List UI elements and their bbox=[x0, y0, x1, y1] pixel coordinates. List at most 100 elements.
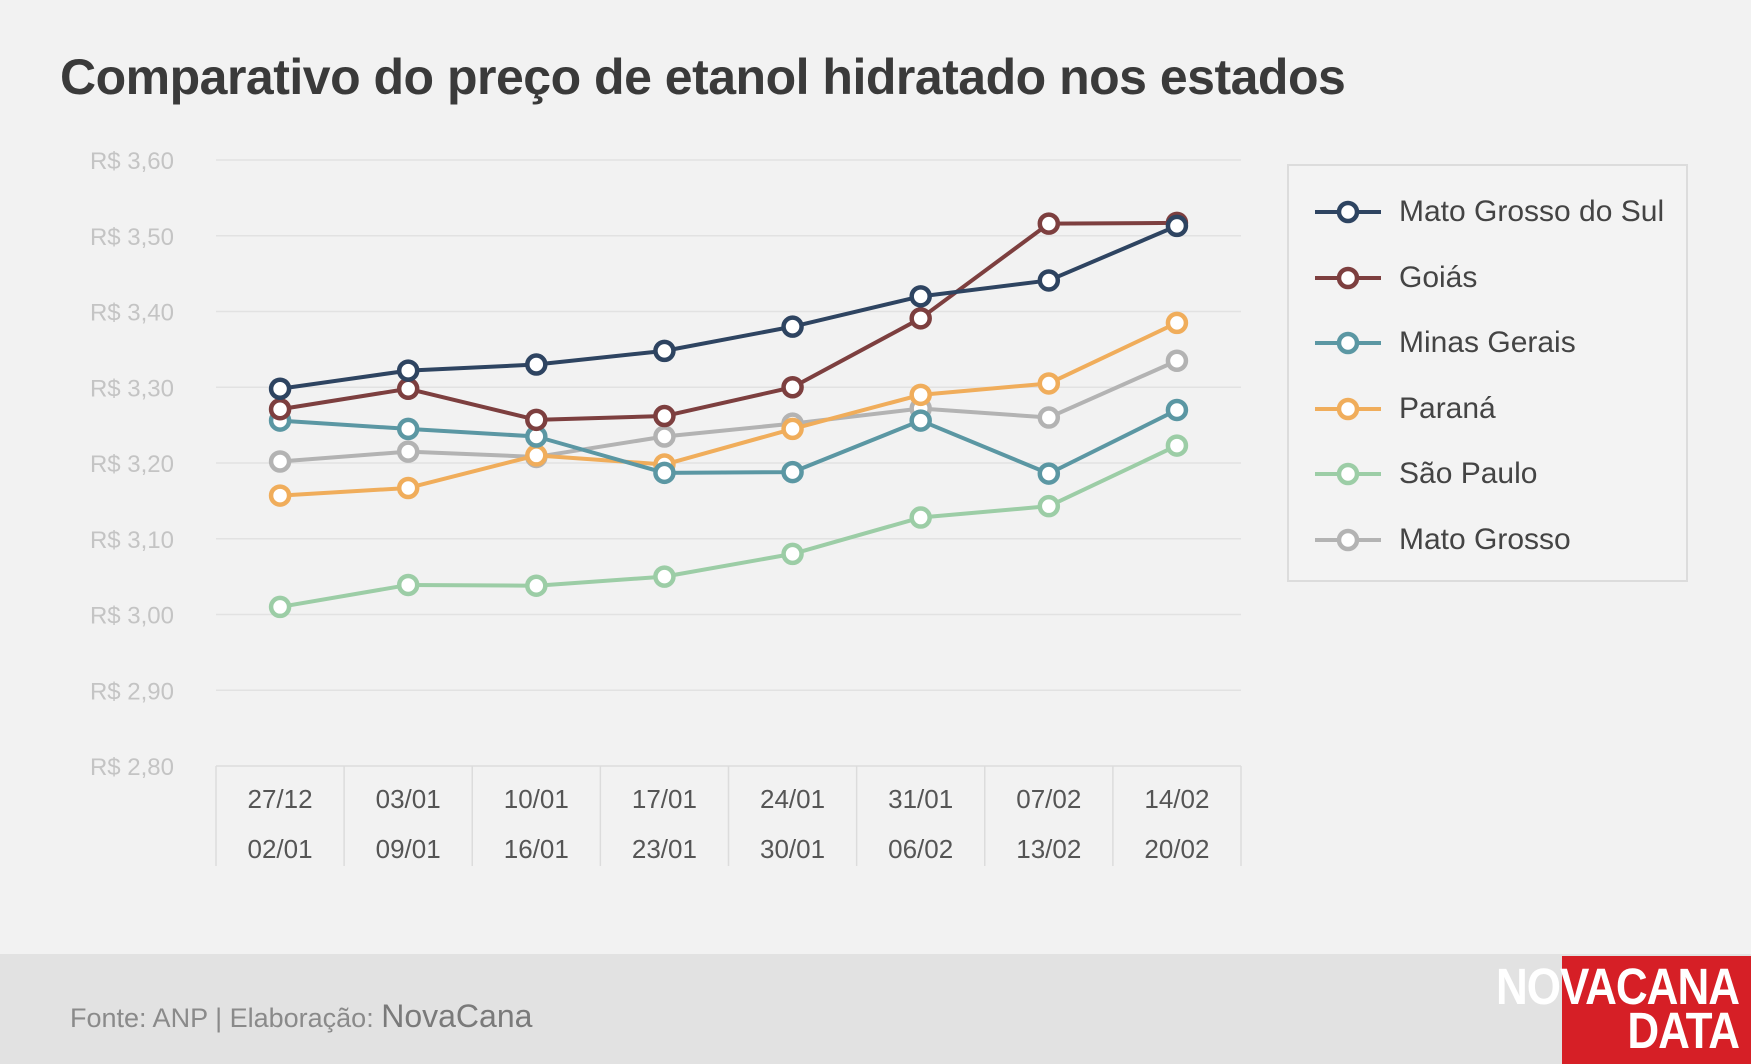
series-line bbox=[279, 321, 1178, 498]
legend-swatch bbox=[1315, 331, 1381, 355]
y-tick-label: R$ 3,30 bbox=[90, 375, 174, 402]
data-point bbox=[1037, 269, 1061, 292]
x-tick-label: 07/02 bbox=[1016, 784, 1081, 814]
series-line bbox=[279, 443, 1178, 609]
legend-swatch bbox=[1315, 462, 1381, 486]
chart-legend: Mato Grosso do Sul Goiás Minas Gerais Paran… bbox=[1287, 164, 1688, 582]
data-point bbox=[525, 574, 548, 597]
legend-label: Goiás bbox=[1399, 260, 1478, 294]
data-point bbox=[268, 377, 292, 401]
x-tick-label: 14/02 bbox=[1144, 784, 1209, 814]
series-line bbox=[279, 358, 1178, 464]
data-point bbox=[268, 484, 292, 507]
legend-swatch-marker bbox=[1336, 528, 1360, 551]
x-tick-label: 30/01 bbox=[760, 834, 825, 864]
x-tick-label: 03/01 bbox=[376, 784, 441, 814]
y-tick-label: R$ 2,90 bbox=[90, 678, 174, 705]
x-tick-label: 10/01 bbox=[504, 784, 569, 814]
y-tick-label: R$ 3,40 bbox=[90, 300, 174, 327]
data-point bbox=[268, 595, 292, 619]
data-point bbox=[1037, 494, 1061, 518]
data-point bbox=[653, 404, 676, 428]
y-tick-label: R$ 3,10 bbox=[90, 527, 174, 554]
line-chart: R$ 3,60 R$ 3,50 R$ 3,40 R$ 3,30 R$ 3,20 R$ 3,… bbox=[90, 148, 1242, 866]
data-point bbox=[781, 315, 804, 338]
data-point bbox=[396, 440, 420, 463]
legend-item: Minas Gerais bbox=[1313, 323, 1576, 363]
data-point bbox=[1165, 398, 1189, 422]
footer-bar: Fonte: ANP | Elaboração: NovaCana bbox=[0, 954, 1751, 1064]
data-point bbox=[781, 417, 804, 441]
data-point bbox=[909, 307, 932, 330]
data-point bbox=[781, 376, 804, 399]
chart-title: Comparativo do preço de etanol hidratado… bbox=[60, 49, 1346, 105]
legend-label: São Paulo bbox=[1399, 457, 1538, 490]
series-line bbox=[279, 224, 1178, 391]
x-tick-label: 31/01 bbox=[888, 784, 953, 814]
x-tick-label: 24/01 bbox=[760, 784, 825, 814]
legend-label: Mato Grosso bbox=[1399, 522, 1571, 556]
data-point bbox=[268, 450, 292, 473]
source-brand: NovaCana bbox=[381, 998, 533, 1034]
legend-swatch-marker bbox=[1336, 200, 1360, 224]
x-tick-label: 13/02 bbox=[1016, 834, 1081, 864]
data-point bbox=[525, 408, 548, 432]
data-point bbox=[525, 444, 548, 467]
y-tick-label: R$ 3,20 bbox=[90, 451, 174, 478]
series-line bbox=[279, 408, 1178, 476]
data-point bbox=[1037, 372, 1061, 395]
y-tick-label: R$ 2,80 bbox=[90, 754, 174, 781]
legend-item: Paraná bbox=[1313, 389, 1496, 429]
legend-swatch-marker bbox=[1336, 331, 1360, 355]
x-tick-label: 23/01 bbox=[632, 834, 697, 864]
x-tick-label: 20/02 bbox=[1144, 834, 1209, 864]
data-point bbox=[653, 565, 676, 588]
x-tick-label: 06/02 bbox=[888, 834, 953, 864]
x-tick-label: 09/01 bbox=[376, 834, 441, 864]
data-point bbox=[909, 285, 932, 308]
novacana-data-logo: NOVACANA DATA bbox=[1496, 956, 1751, 1064]
y-tick-label: R$ 3,50 bbox=[90, 224, 174, 251]
legend-item: São Paulo bbox=[1313, 454, 1537, 494]
x-tick-label: 17/01 bbox=[632, 784, 697, 814]
data-point bbox=[396, 377, 420, 401]
x-tick-label: 27/12 bbox=[248, 784, 313, 814]
data-point bbox=[909, 506, 932, 529]
y-tick-label: R$ 3,60 bbox=[90, 148, 174, 175]
data-point bbox=[781, 460, 804, 484]
legend-label: Mato Grosso do Sul bbox=[1399, 195, 1665, 228]
data-point bbox=[1037, 212, 1061, 235]
source-text: Fonte: ANP | Elaboração: bbox=[70, 1003, 382, 1033]
data-point bbox=[396, 573, 420, 597]
data-point bbox=[1165, 434, 1189, 457]
data-point bbox=[909, 383, 932, 407]
logo-line2: DATA bbox=[1627, 1003, 1740, 1060]
legend-swatch-marker bbox=[1336, 266, 1360, 289]
logo-line1: NOVACANA bbox=[1496, 959, 1740, 1016]
x-tick-label: 16/01 bbox=[504, 834, 569, 864]
legend-item: Goiás bbox=[1313, 258, 1477, 298]
legend-swatch-marker bbox=[1336, 462, 1360, 486]
data-point bbox=[1037, 406, 1061, 429]
legend-swatch bbox=[1315, 266, 1381, 289]
data-point bbox=[1165, 214, 1189, 238]
y-tick-label: R$ 3,00 bbox=[90, 603, 174, 630]
data-point bbox=[268, 397, 292, 421]
legend-swatch bbox=[1315, 200, 1381, 224]
data-point bbox=[396, 359, 420, 382]
data-point bbox=[1165, 311, 1189, 335]
data-point bbox=[781, 542, 804, 566]
legend-item: Mato Grosso bbox=[1313, 520, 1571, 560]
data-point bbox=[1037, 462, 1061, 485]
legend-swatch bbox=[1315, 528, 1381, 551]
data-point bbox=[653, 339, 676, 363]
data-point bbox=[396, 476, 420, 500]
series-line bbox=[279, 220, 1177, 422]
legend-swatch bbox=[1315, 397, 1381, 420]
x-tick-label: 02/01 bbox=[248, 834, 313, 864]
data-point bbox=[653, 461, 676, 485]
source-credit: Fonte: ANP | Elaboração: NovaCana bbox=[70, 998, 532, 1035]
data-point bbox=[909, 409, 932, 432]
data-point bbox=[653, 425, 676, 448]
legend-item: Mato Grosso do Sul bbox=[1313, 192, 1664, 232]
